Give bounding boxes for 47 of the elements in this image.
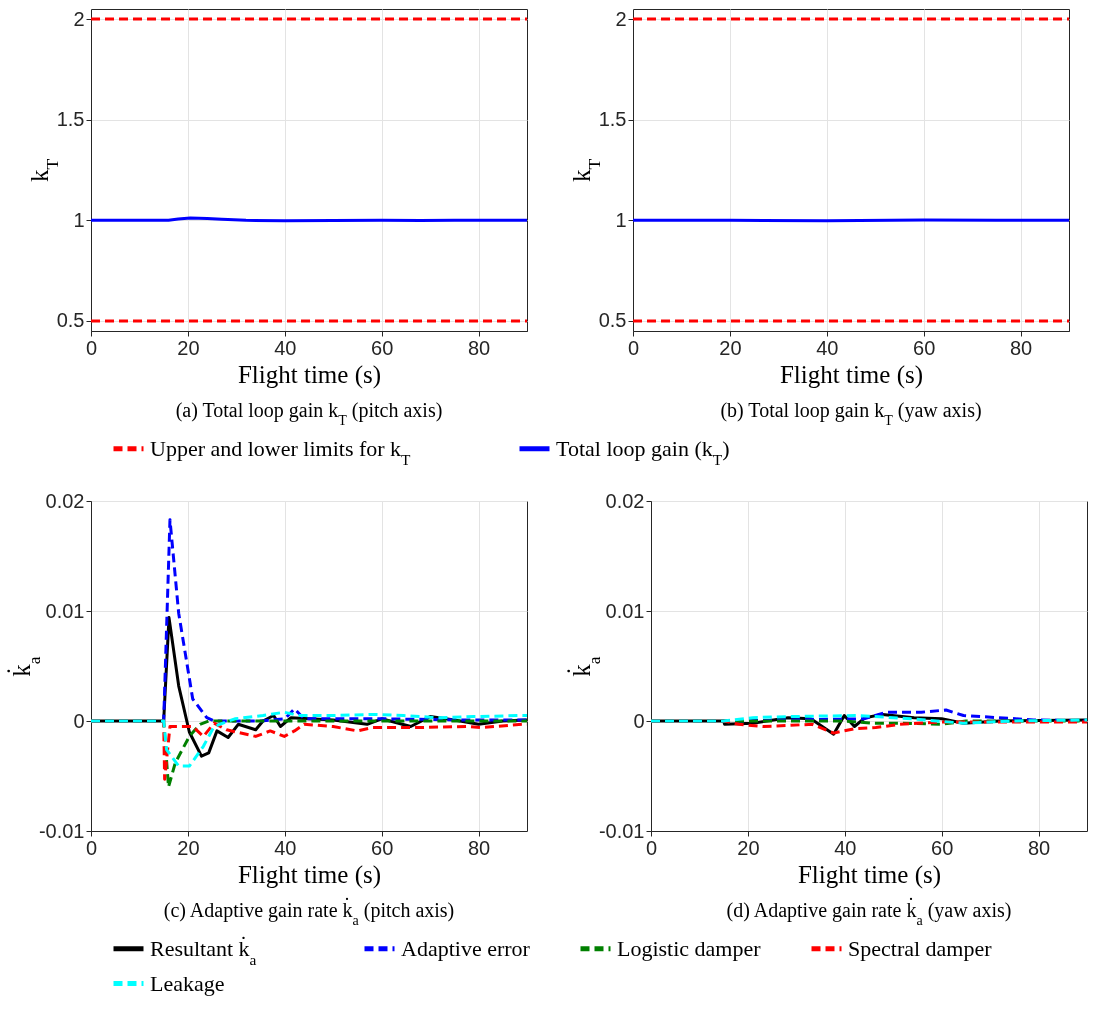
x-axis-title: Flight time (s) xyxy=(237,860,382,889)
text: (b) Total loop gain k$_{T}$ (yaw axis) xyxy=(720,399,982,428)
y-tick-label: 0 xyxy=(633,709,645,732)
y-tick-label: -0.01 xyxy=(38,819,85,842)
y-tick-label: -0.01 xyxy=(598,819,645,842)
y-tick-label: 0 xyxy=(73,709,85,732)
x-tick-label: 40 xyxy=(834,836,857,859)
x-tick-label: 80 xyxy=(1009,336,1033,359)
legend-label: Total loop gain (k$_{T}$) xyxy=(556,435,730,468)
y-tick-label: 0.02 xyxy=(605,489,645,512)
y-tick-label: 0.5 xyxy=(598,309,627,332)
x-tick-label: 60 xyxy=(913,336,936,359)
legend-label: Leakage xyxy=(150,970,225,996)
legend-label: Upper and lower limits for k$_{T}$ xyxy=(150,435,412,468)
y-tick-label: 0.5 xyxy=(56,309,85,332)
x-tick-label: 20 xyxy=(177,836,200,859)
y-tick-label: 0.01 xyxy=(45,599,85,622)
y-tick-label: 0.02 xyxy=(45,489,85,512)
x-tick-label: 40 xyxy=(274,836,297,859)
y-tick-label: 1 xyxy=(73,208,85,231)
x-axis-title: Flight time (s) xyxy=(237,360,382,389)
y-tick-label: 1.5 xyxy=(598,108,627,131)
x-axis-title: Flight time (s) xyxy=(779,360,924,389)
legend-label: Spectral damper xyxy=(848,935,993,961)
x-tick-label: 80 xyxy=(467,836,491,859)
legend-label: Resultant k̇$_{a}$ xyxy=(150,935,257,968)
legend-label: Adaptive error xyxy=(401,935,531,961)
legend-label: Logistic damper xyxy=(617,935,762,961)
x-axis-title: Flight time (s) xyxy=(797,860,942,889)
y-tick-label: 0.01 xyxy=(605,599,645,622)
x-tick-label: 40 xyxy=(274,336,297,359)
x-tick-label: 60 xyxy=(371,336,394,359)
x-tick-label: 60 xyxy=(371,836,394,859)
x-tick-label: 80 xyxy=(467,336,491,359)
y-tick-label: 1 xyxy=(615,208,627,231)
y-tick-label: 2 xyxy=(73,7,85,30)
y-tick-label: 2 xyxy=(615,7,627,30)
x-tick-label: 20 xyxy=(719,336,742,359)
text: (c) Adaptive gain rate k̇$_{a}$ (pitch axis) xyxy=(163,897,455,928)
x-tick-label: 80 xyxy=(1027,836,1051,859)
x-tick-label: 20 xyxy=(737,836,760,859)
y-tick-label: 1.5 xyxy=(56,108,85,131)
text: (a) Total loop gain k$_{T}$ (pitch axis) xyxy=(175,399,443,428)
x-tick-label: 40 xyxy=(816,336,839,359)
text: (d) Adaptive gain rate k̇$_{a}$ (yaw axis) xyxy=(726,897,1012,928)
x-tick-label: 60 xyxy=(931,836,954,859)
x-tick-label: 20 xyxy=(177,336,200,359)
